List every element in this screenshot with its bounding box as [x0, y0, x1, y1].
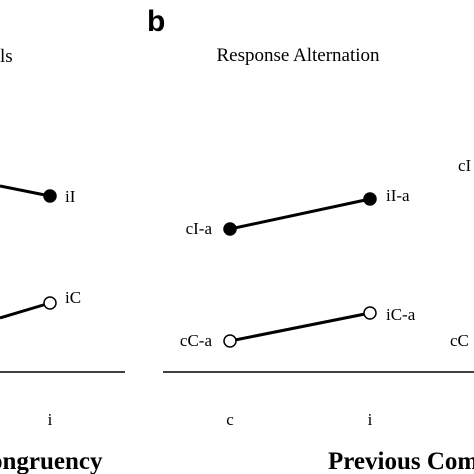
left-panel-title-fragment: ls [0, 46, 13, 67]
panel-b-open-label-c: cC-a [180, 331, 213, 350]
left-x-axis-label-fragment: ongruency [0, 448, 103, 474]
right-panel-fragment: cI cC [450, 156, 472, 350]
panel-b-open-marker-c [223, 334, 237, 348]
panel-b-open-marker-i [363, 306, 377, 320]
panel-b-filled-label-i: iI-a [386, 186, 410, 205]
left-x-tick-i: i [48, 410, 53, 429]
panel-b-x-axis-label: Previous Com [328, 448, 474, 474]
panel-b-filled-series-line [229, 197, 371, 231]
left-open-series-line [0, 301, 51, 320]
left-panel: ls iI iC i ongruency [0, 46, 125, 474]
left-filled-point-label: iI [65, 187, 76, 206]
panel-b-filled-marker-i [363, 192, 377, 206]
right-label-bottom-fragment: cC [450, 331, 469, 350]
panel-b-open-series-line [229, 311, 371, 343]
left-open-point-label: iC [65, 288, 81, 307]
panel-b-filled-label-c: cI-a [186, 219, 213, 238]
panel-b-open-label-i: iC-a [386, 305, 416, 324]
left-open-marker [43, 296, 57, 310]
panel-b-x-tick-i: i [368, 410, 373, 429]
panel-b: b Response Alternation cI-a iI-a cC-a iC… [147, 5, 474, 474]
left-filled-marker [43, 189, 57, 203]
panel-b-title: Response Alternation [216, 45, 380, 66]
right-label-top-fragment: cI [458, 156, 472, 175]
left-filled-series-line [0, 184, 51, 198]
panel-b-filled-marker-c [223, 222, 237, 236]
panel-b-letter: b [147, 5, 165, 38]
panel-b-x-tick-c: c [226, 410, 234, 429]
